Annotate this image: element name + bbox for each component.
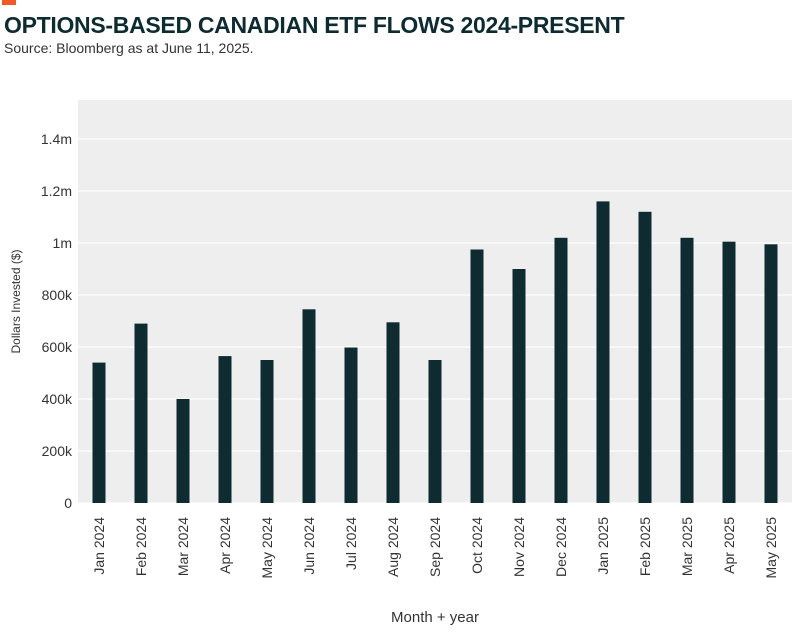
bar [134, 323, 148, 503]
bar [428, 360, 442, 503]
x-tick-label: May 2025 [763, 517, 779, 579]
y-axis-ticks: 0 200k 400k 600k 800k 1m 1.2m 1.4m [41, 131, 73, 511]
y-tick-label: 1m [53, 235, 72, 251]
bar [176, 399, 190, 503]
bar [554, 237, 568, 504]
x-tick-label: Aug 2024 [385, 517, 401, 577]
bar [386, 322, 400, 503]
bar [218, 356, 232, 503]
x-axis-title: Month + year [391, 609, 479, 626]
y-axis-title: Dollars Invested ($) [9, 249, 23, 353]
x-tick-label: Jan 2024 [91, 517, 107, 575]
bar [302, 309, 316, 503]
x-tick-label: Jan 2025 [595, 517, 611, 575]
x-tick-label: Jun 2024 [301, 517, 317, 575]
bar [764, 244, 778, 504]
y-tick-label: 0 [64, 495, 72, 511]
bar [92, 362, 106, 503]
y-tick-label: 1.2m [41, 183, 72, 199]
x-tick-label: Sep 2024 [427, 517, 443, 577]
bars [92, 201, 778, 504]
x-tick-label: Apr 2025 [721, 517, 737, 574]
x-tick-label: Apr 2024 [217, 517, 233, 574]
x-tick-label: Oct 2024 [469, 517, 485, 574]
bar [722, 241, 736, 503]
brand-accent-bar [2, 0, 16, 5]
bar [470, 249, 484, 503]
chart-subtitle: Source: Bloomberg as at June 11, 2025. [4, 40, 254, 56]
y-tick-label: 600k [42, 339, 73, 355]
y-tick-label: 400k [42, 391, 73, 407]
chart-title: OPTIONS-BASED CANADIAN ETF FLOWS 2024-PR… [4, 12, 625, 38]
x-axis-ticks: Jan 2024 Feb 2024 Mar 2024 Apr 2024 May 2024… [91, 517, 779, 579]
x-tick-label: Dec 2024 [553, 517, 569, 577]
x-tick-label: May 2024 [259, 517, 275, 579]
bar [260, 360, 274, 503]
y-tick-label: 800k [42, 287, 73, 303]
x-tick-label: Feb 2024 [133, 517, 149, 576]
x-tick-label: Mar 2024 [175, 517, 191, 576]
x-tick-label: Nov 2024 [511, 517, 527, 577]
bar [596, 201, 610, 503]
y-tick-label: 200k [42, 443, 73, 459]
y-tick-label: 1.4m [41, 131, 72, 147]
x-tick-label: Mar 2025 [679, 517, 695, 576]
x-tick-label: Feb 2025 [637, 517, 653, 576]
x-tick-label: Jul 2024 [343, 517, 359, 570]
bar [512, 269, 526, 503]
bar [680, 237, 694, 504]
bar [344, 347, 358, 503]
bar [638, 211, 652, 504]
